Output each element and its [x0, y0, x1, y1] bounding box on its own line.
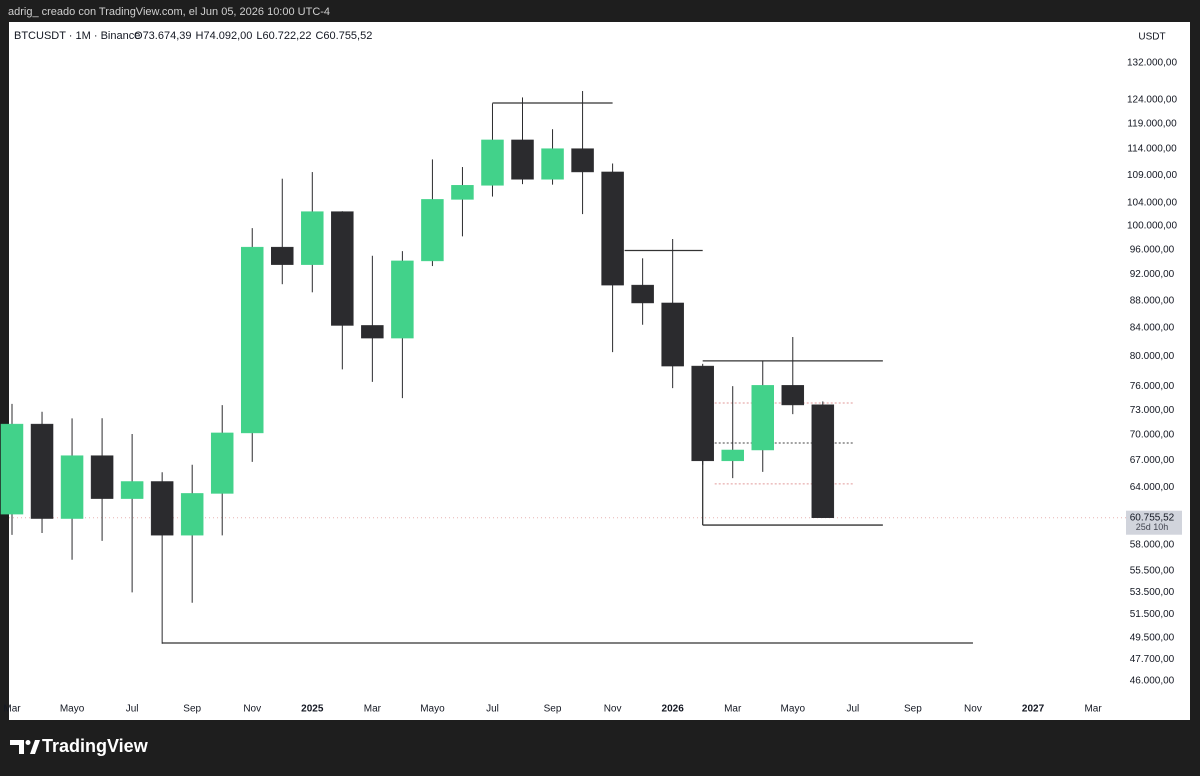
legend-key: L — [256, 30, 262, 42]
legend-value: 73.674,39 — [143, 30, 192, 42]
candle-body — [90, 455, 114, 499]
candle-body — [331, 211, 354, 326]
y-tick-label: 67.000,00 — [1130, 455, 1175, 466]
candle-body — [571, 148, 594, 173]
y-tick-label: 58.000,00 — [1130, 540, 1175, 551]
legend-key: H — [196, 30, 204, 42]
y-tick-label: 88.000,00 — [1130, 295, 1175, 306]
y-tick-label: 119.000,00 — [1127, 118, 1177, 129]
x-tick-label: Nov — [243, 704, 261, 715]
x-tick-label: Nov — [604, 704, 622, 715]
y-tick-label: 80.000,00 — [1130, 351, 1175, 362]
candle-body — [301, 211, 324, 265]
candle-body — [271, 246, 294, 265]
candle-body — [511, 139, 534, 180]
header-text: adrig_ creado con TradingView.com, el Ju… — [8, 6, 330, 18]
y-tick-label: 92.000,00 — [1130, 269, 1175, 280]
y-tick-label: 46.000,00 — [1130, 675, 1175, 686]
legend-value: 60.755,52 — [323, 30, 372, 42]
legend-key: C — [315, 30, 323, 42]
x-tick-label: Sep — [183, 704, 201, 715]
x-tick-label: 2026 — [662, 704, 685, 715]
candle-body — [541, 148, 564, 180]
candle-body — [180, 493, 204, 536]
candle-body — [361, 325, 384, 339]
candle-body — [240, 246, 264, 434]
x-tick-label: Mar — [364, 704, 382, 715]
chart-pane — [9, 22, 1190, 720]
plot: O73.674,39 H74.092,00 L60.722,22 C60.755,52… — [0, 30, 1182, 715]
y-tick-label: 64.000,00 — [1130, 482, 1175, 493]
y-tick-label: 51.500,00 — [1130, 609, 1175, 620]
legend-value: 74.092,00 — [203, 30, 252, 42]
x-tick-label: 2027 — [1022, 704, 1045, 715]
x-tick-label: Mar — [724, 704, 742, 715]
x-tick-label: Jul — [486, 704, 499, 715]
logo-dot — [25, 740, 31, 745]
candle-body — [60, 455, 84, 519]
candle-body — [691, 365, 714, 462]
legend-value: 60.722,22 — [263, 30, 312, 42]
x-tick-label: Mayo — [60, 704, 85, 715]
y-tick-label: 76.000,00 — [1130, 381, 1175, 392]
x-tick-label: Jul — [126, 704, 139, 715]
candle-body — [751, 385, 774, 451]
last-price-tag — [1126, 510, 1182, 535]
candle-body — [391, 260, 414, 339]
x-tick-label: Mayo — [420, 704, 445, 715]
x-tick-label: Nov — [964, 704, 982, 715]
y-tick-label: 70.000,00 — [1130, 429, 1175, 440]
x-tick-label: 2025 — [301, 704, 324, 715]
logo-mark — [30, 740, 40, 754]
logo-mark — [10, 740, 24, 754]
y-tick-label: 49.500,00 — [1130, 632, 1175, 643]
x-tick-label: Mar — [1084, 704, 1102, 715]
candle-body — [661, 302, 684, 367]
brand: TradingView — [42, 736, 149, 756]
x-tick-label: Mar — [3, 704, 21, 715]
candle-body — [781, 385, 805, 406]
last-price-label: 60.755,52 — [1130, 512, 1175, 523]
x-tick-label: Mayo — [781, 704, 806, 715]
logo: TradingView — [10, 736, 149, 756]
y-tick-label: 73.000,00 — [1130, 405, 1175, 416]
countdown: 25d 10h — [1136, 522, 1169, 532]
legend-key: O — [134, 30, 143, 42]
candle-body — [721, 449, 744, 462]
symbol: BTCUSDT · 1M · Binance — [14, 30, 140, 42]
candle-body — [150, 481, 174, 536]
y-tick-label: 132.000,00 — [1127, 58, 1177, 69]
ohlc-legend: O73.674,39 H74.092,00 L60.722,22 C60.755,52 — [134, 30, 372, 42]
y-tick-label: 84.000,00 — [1130, 323, 1175, 334]
y-tick-label: 55.500,00 — [1130, 565, 1175, 576]
x-tick-label: Jul — [846, 704, 859, 715]
candle-body — [451, 185, 474, 200]
y-tick-label: 104.000,00 — [1127, 197, 1177, 208]
y-tick-label: 124.000,00 — [1127, 94, 1177, 105]
y-tick-label: 96.000,00 — [1130, 244, 1175, 255]
y-tick-label: 109.000,00 — [1127, 170, 1177, 181]
candle-body — [30, 423, 54, 519]
candle-body — [421, 199, 444, 262]
candle-body — [120, 481, 144, 499]
y-tick-label: 100.000,00 — [1127, 220, 1177, 231]
candle-body — [631, 284, 654, 304]
x-tick-label: Sep — [904, 704, 922, 715]
x-tick-label: Sep — [544, 704, 562, 715]
candle-body — [210, 432, 234, 494]
candle-body — [811, 404, 835, 518]
y-axis-label: USDT — [1138, 32, 1165, 43]
candle-body — [481, 139, 504, 186]
candle-body — [0, 423, 24, 515]
candle-body — [601, 171, 624, 286]
y-tick-label: 114.000,00 — [1127, 144, 1177, 155]
y-tick-label: 53.500,00 — [1130, 587, 1175, 598]
y-tick-label: 47.700,00 — [1130, 654, 1175, 665]
